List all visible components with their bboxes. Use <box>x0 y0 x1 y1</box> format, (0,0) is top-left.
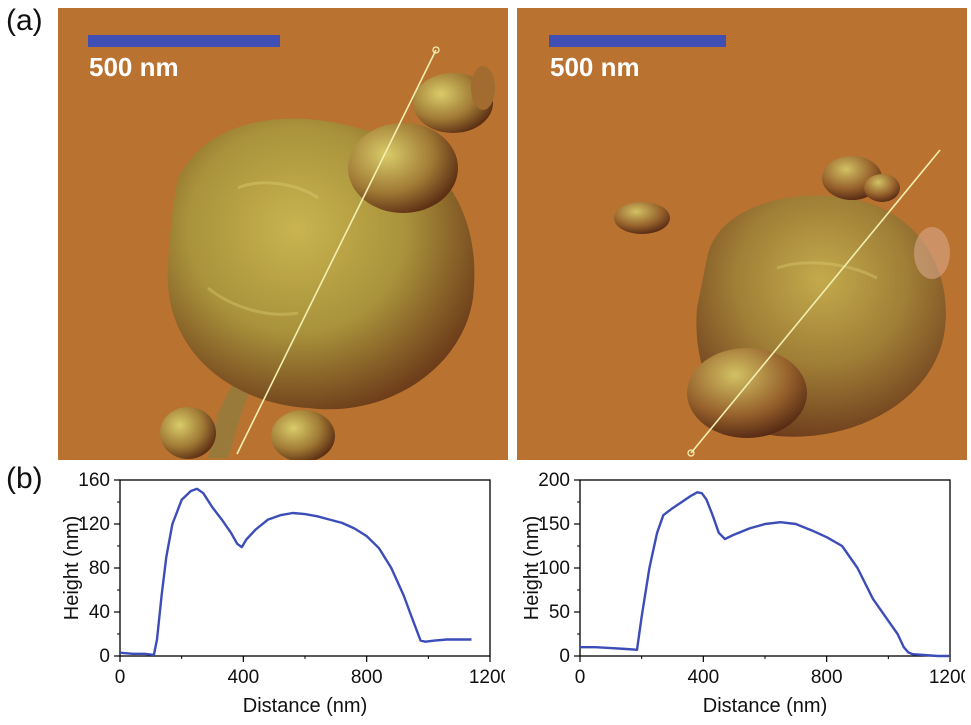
x-axis-label: Distance (nm) <box>703 695 827 717</box>
scale-bar-right <box>549 35 726 47</box>
y-tick-label: 0 <box>99 646 110 667</box>
y-tick-label: 50 <box>549 602 570 623</box>
y-tick-label: 200 <box>538 470 570 491</box>
afm-image-right: 500 nm <box>517 8 967 460</box>
x-tick-label: 400 <box>227 667 259 688</box>
y-tick-label: 40 <box>89 602 110 623</box>
y-tick-label: 0 <box>559 646 570 667</box>
panel-label-b: (b) <box>6 462 43 495</box>
x-axis-label: Distance (nm) <box>243 695 367 717</box>
plot-frame <box>119 479 491 657</box>
x-tick-label: 0 <box>575 667 586 688</box>
x-tick-label: 0 <box>115 667 126 688</box>
y-axis-label: Height (nm) <box>61 516 83 620</box>
y-tick-label: 120 <box>78 514 110 535</box>
y-tick-label: 150 <box>538 514 570 535</box>
y-tick-label: 80 <box>89 558 110 579</box>
scale-bar-left <box>88 35 280 47</box>
x-tick-label: 400 <box>687 667 719 688</box>
x-tick-label: 800 <box>351 667 383 688</box>
x-tick-label: 800 <box>811 667 843 688</box>
height-profile-line <box>580 491 950 658</box>
scale-label-left: 500 nm <box>89 52 179 82</box>
y-tick-label: 160 <box>78 470 110 491</box>
panel-label-a: (a) <box>6 4 43 37</box>
height-profile-line <box>119 487 472 657</box>
y-tick-label: 100 <box>538 558 570 579</box>
scale-label-right: 500 nm <box>550 52 640 82</box>
afm-image-left: 500 nm <box>58 8 508 460</box>
y-axis-label: Height (nm) <box>521 516 543 620</box>
